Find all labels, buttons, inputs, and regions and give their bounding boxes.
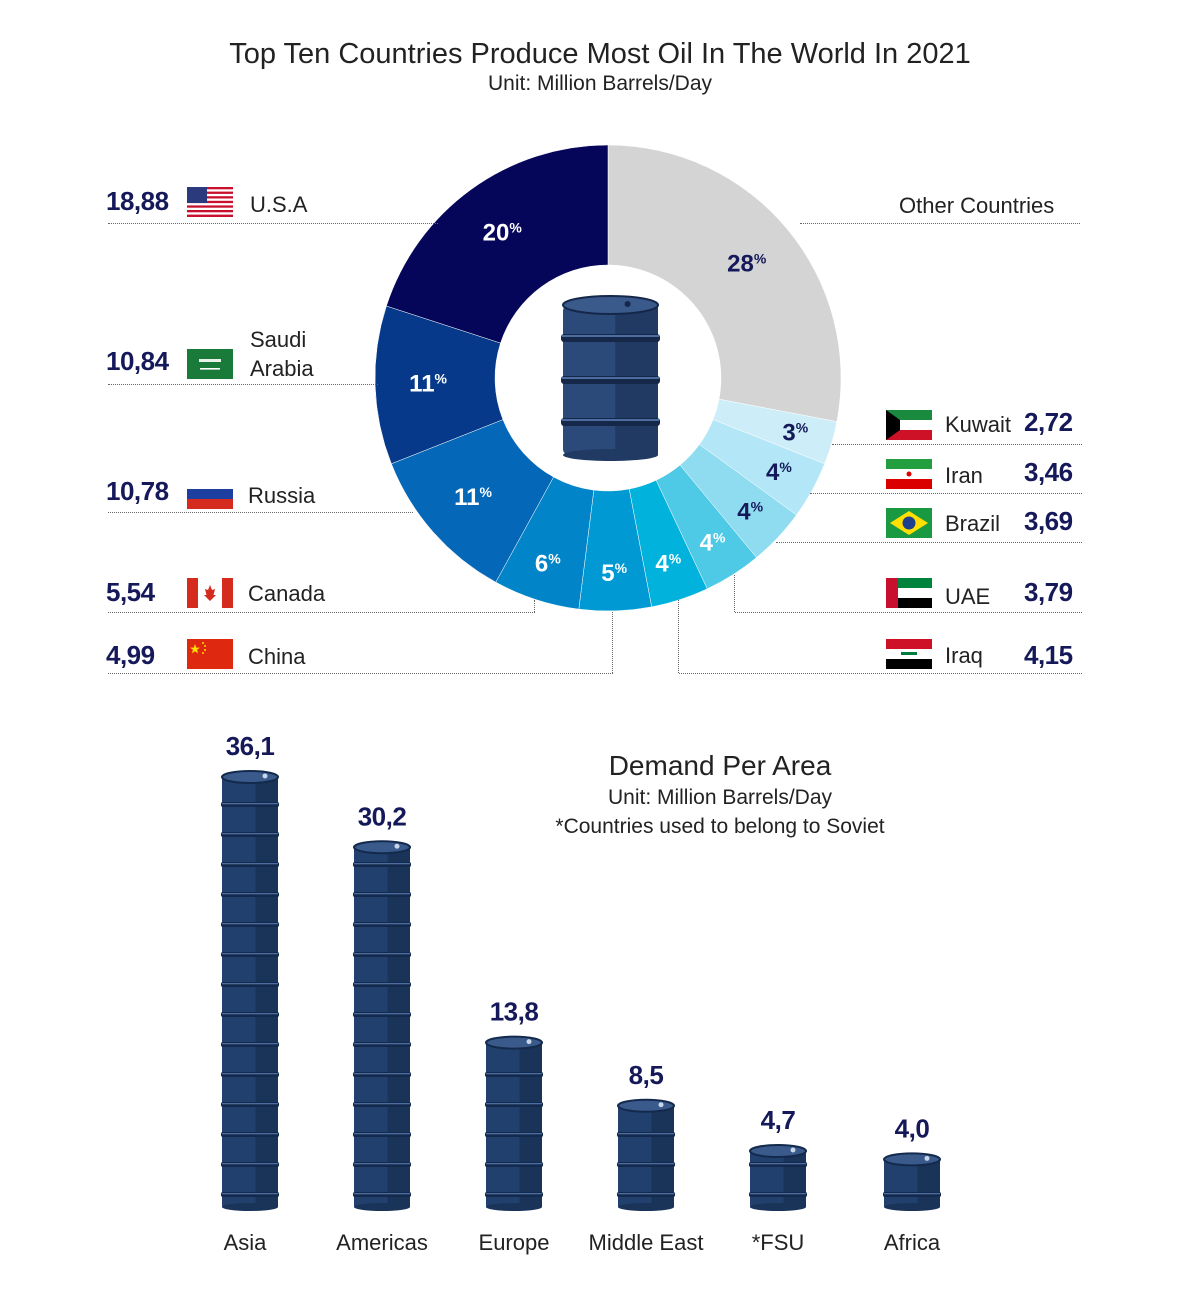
leader-line-iran	[810, 493, 1082, 494]
canada-flag-icon	[187, 578, 233, 608]
name-canada: Canada	[248, 581, 326, 606]
donut-slice-other-countries	[607, 144, 842, 422]
oil-barrel-icon	[561, 295, 660, 461]
bar-value-europe: 13,8	[490, 997, 539, 1027]
bar-category-americas: Americas	[336, 1230, 428, 1255]
bar-category-fsu: *FSU	[752, 1230, 805, 1255]
name-china: China	[248, 644, 306, 669]
name-uae: UAE	[945, 584, 991, 609]
leader-line-uae	[735, 612, 1082, 613]
leader-line-other	[800, 223, 1080, 224]
value-china: 4,99	[106, 640, 155, 670]
leader-vline-canada	[534, 600, 535, 612]
value-iraq: 4,15	[1024, 640, 1073, 670]
barrel-bar-africa	[883, 1152, 941, 1211]
value-canada: 5,54	[106, 577, 155, 607]
name-brazil: Brazil	[945, 511, 1001, 536]
demand-subtitle: Unit: Million Barrels/Day	[607, 786, 833, 809]
leader-line-usa	[108, 223, 438, 224]
leader-line-brazil	[776, 542, 1082, 543]
bar-category-europe: Europe	[479, 1230, 550, 1255]
leader-line-kuwait	[832, 444, 1082, 445]
donut-slice-u-s-a	[386, 144, 609, 344]
usa-flag-icon	[187, 187, 233, 217]
value-uae: 3,79	[1024, 577, 1073, 607]
leader-line-canada	[108, 612, 535, 613]
leader-line-russia	[108, 512, 413, 513]
leader-vline-iraq	[678, 600, 679, 673]
iraq-flag-icon	[886, 639, 932, 669]
barrel-bar-asia	[221, 770, 279, 1211]
uae-flag-icon	[886, 578, 932, 608]
demand-title: Demand Per Area	[608, 750, 832, 781]
saudi-flag-icon	[187, 349, 233, 379]
brazil-flag-icon	[886, 508, 932, 538]
label-other-countries: Other Countries	[899, 193, 1055, 218]
donut-label-uae: 4%	[700, 530, 726, 557]
name-kuwait: Kuwait	[945, 412, 1012, 437]
page-subtitle: Unit: Million Barrels/Day	[487, 72, 713, 95]
bar-category-africa: Africa	[884, 1230, 941, 1255]
name-saudi: Saudi Arabia	[250, 327, 314, 381]
bar-category-asia: Asia	[224, 1230, 268, 1255]
value-iran: 3,46	[1024, 457, 1073, 487]
bar-value-asia: 36,1	[226, 731, 275, 761]
bar-value-americas: 30,2	[358, 801, 407, 831]
barrel-bar-middle-east	[617, 1098, 675, 1211]
name-usa: U.S.A	[250, 192, 308, 217]
barrel-bar-americas	[353, 840, 411, 1211]
barrel-bar-fsu	[749, 1144, 807, 1211]
name-iran: Iran	[945, 463, 983, 488]
name-iraq: Iraq	[945, 643, 983, 668]
russia-flag-icon	[187, 479, 233, 509]
leader-vline-china	[612, 612, 613, 673]
leader-line-china	[108, 673, 613, 674]
bar-value-africa: 4,0	[895, 1113, 930, 1143]
value-brazil: 3,69	[1024, 506, 1073, 536]
leader-line-iraq	[679, 673, 1082, 674]
barrel-bar-europe	[485, 1035, 543, 1211]
page-title: Top Ten Countries Produce Most Oil In Th…	[229, 38, 971, 70]
bar-value-fsu: 4,7	[761, 1105, 796, 1135]
china-flag-icon	[187, 639, 233, 669]
value-usa: 18,88	[106, 186, 169, 216]
leader-vline-uae	[734, 575, 735, 612]
leader-line-saudi	[108, 384, 378, 385]
kuwait-flag-icon	[886, 410, 932, 440]
iran-flag-icon	[886, 459, 932, 489]
bar-category-middle-east: Middle East	[589, 1230, 704, 1255]
name-russia: Russia	[248, 483, 316, 508]
value-saudi: 10,84	[106, 346, 169, 376]
donut-chart: 28%3%4%4%4%4%5%6%11%11%20%	[374, 144, 842, 612]
demand-note: *Countries used to belong to Soviet	[555, 815, 885, 838]
value-russia: 10,78	[106, 476, 169, 506]
value-kuwait: 2,72	[1024, 407, 1073, 437]
bar-value-middle-east: 8,5	[629, 1060, 664, 1090]
